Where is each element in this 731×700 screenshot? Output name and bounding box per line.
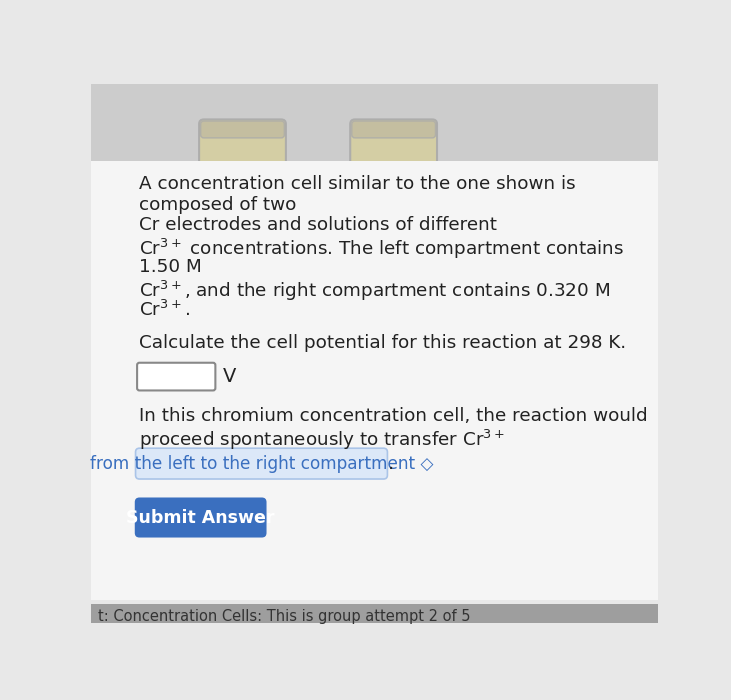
Text: Cr$^{3+}$ concentrations. The left compartment contains: Cr$^{3+}$ concentrations. The left compa… [140, 237, 624, 261]
FancyBboxPatch shape [135, 498, 267, 538]
Text: from the left to the right compartment ◇: from the left to the right compartment ◇ [90, 454, 433, 472]
FancyBboxPatch shape [350, 120, 437, 178]
FancyBboxPatch shape [352, 121, 436, 138]
Text: .: . [387, 454, 394, 473]
Text: proceed spontaneously to transfer Cr$^{3+}$: proceed spontaneously to transfer Cr$^{3… [140, 428, 505, 452]
Text: composed of two: composed of two [140, 195, 297, 214]
Text: t: Concentration Cells: This is group attempt 2 of 5: t: Concentration Cells: This is group at… [97, 609, 470, 624]
Text: A concentration cell similar to the one shown is: A concentration cell similar to the one … [140, 175, 576, 193]
FancyBboxPatch shape [91, 161, 658, 600]
FancyBboxPatch shape [199, 120, 286, 178]
Text: V: V [223, 367, 237, 386]
Text: In this chromium concentration cell, the reaction would: In this chromium concentration cell, the… [140, 407, 648, 426]
FancyBboxPatch shape [200, 121, 284, 138]
FancyBboxPatch shape [137, 363, 216, 391]
Text: 1.50 M: 1.50 M [140, 258, 202, 276]
FancyBboxPatch shape [91, 603, 658, 623]
Text: Cr$^{3+}$, and the right compartment contains 0.320 M: Cr$^{3+}$, and the right compartment con… [140, 279, 610, 303]
FancyBboxPatch shape [135, 448, 387, 479]
Text: Submit Answer: Submit Answer [126, 508, 275, 526]
Text: Calculate the cell potential for this reaction at 298 K.: Calculate the cell potential for this re… [140, 335, 626, 352]
Text: Cr electrodes and solutions of different: Cr electrodes and solutions of different [140, 216, 497, 235]
Text: Cr$^{3+}$.: Cr$^{3+}$. [140, 300, 190, 320]
FancyBboxPatch shape [91, 84, 658, 161]
